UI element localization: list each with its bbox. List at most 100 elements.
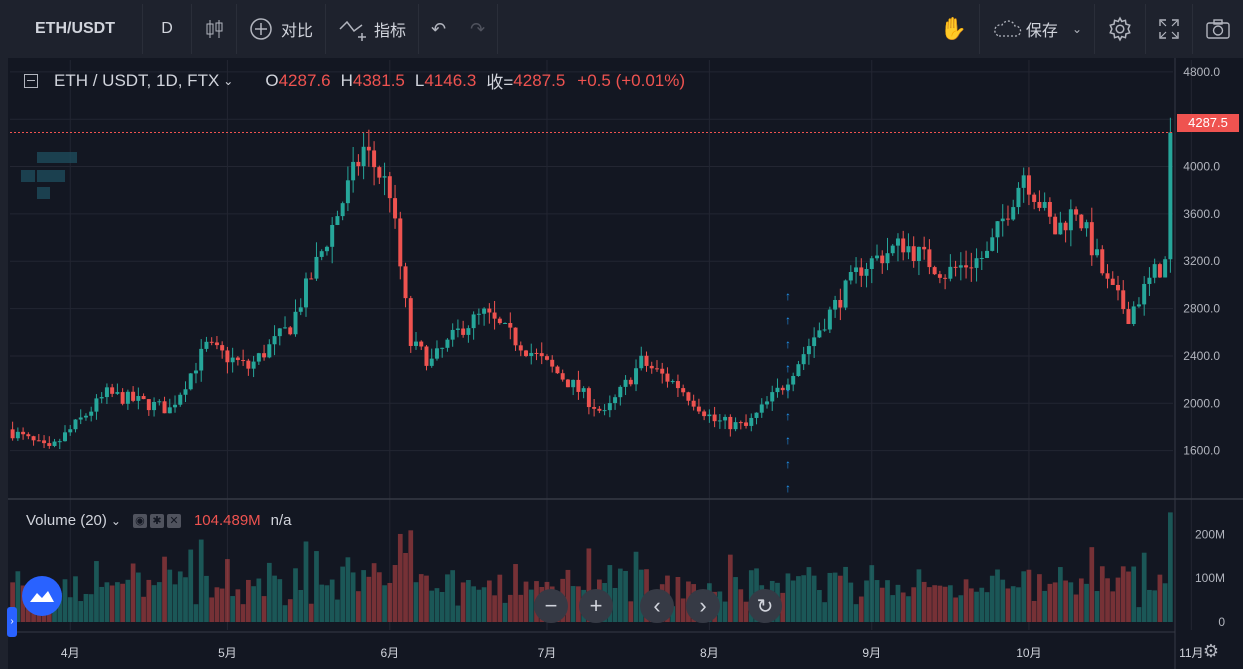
volume-bar (638, 569, 644, 622)
volume-bar (156, 582, 162, 622)
toolbar-separator (978, 4, 980, 54)
symbol-search-button[interactable]: ETH/USDT (35, 20, 115, 37)
redo-button[interactable]: ↷ (458, 0, 497, 58)
volume-bar (869, 565, 875, 622)
volume-label[interactable]: Volume (20) (26, 512, 107, 529)
reset-icon: ↻ (756, 595, 774, 618)
candle-body (848, 272, 853, 281)
candle-body (272, 336, 277, 345)
candle-body (513, 327, 518, 346)
volume-bar (1073, 594, 1079, 622)
volume-bar (99, 586, 105, 622)
volume-bar (1115, 577, 1121, 622)
volume-bar (73, 576, 78, 622)
volume-bar (733, 577, 738, 622)
volume-bar (10, 582, 15, 622)
chart-type-button[interactable] (192, 0, 236, 58)
volume-bar (392, 565, 398, 622)
axis-settings-button[interactable]: ⚙ (1198, 638, 1224, 664)
volume-bar (361, 570, 366, 622)
collapse-legend-icon[interactable] (24, 73, 38, 88)
candle-body (424, 346, 429, 366)
candle-body (1136, 304, 1141, 307)
candle-body (487, 308, 492, 313)
volume-bar (1084, 583, 1089, 622)
low-value: 4146.3 (424, 70, 477, 90)
volume-bar (780, 592, 786, 622)
candle-body (1005, 218, 1010, 220)
volume-bar (371, 563, 377, 622)
compare-button[interactable]: 对比 (237, 0, 325, 58)
volume-bar (1052, 582, 1058, 622)
volume-bar (177, 571, 183, 622)
gear-icon: ⚙ (1202, 640, 1220, 661)
candle-body (806, 346, 811, 355)
fullscreen-button[interactable] (1146, 0, 1192, 58)
zoom-out-button[interactable]: − (534, 589, 568, 623)
candle-body (303, 278, 308, 308)
scroll-left-button[interactable]: ‹ (640, 589, 674, 623)
candle-body (932, 267, 937, 275)
volume-bar (445, 574, 450, 622)
volume-bar (1089, 547, 1095, 622)
candle-body (524, 350, 529, 357)
candle-body (330, 224, 335, 247)
candle-body (927, 249, 932, 268)
candle-body (985, 250, 990, 258)
price-tick-label: 2800.0 (1183, 302, 1220, 316)
scroll-right-button[interactable]: › (686, 589, 720, 623)
candle-body (817, 330, 822, 338)
volume-bar (403, 552, 408, 622)
candle-body (518, 345, 523, 351)
up-arrow-marker: ↑ (785, 481, 791, 495)
volume-bar (633, 551, 639, 622)
candle-body (314, 256, 319, 279)
pan-button[interactable]: ✋ (928, 0, 979, 58)
series-title[interactable]: ETH / USDT, 1D, FTX (54, 70, 220, 90)
volume-bar (104, 582, 110, 622)
candle-body (948, 266, 953, 279)
undo-button[interactable]: ↶ (419, 0, 458, 58)
candle-body (628, 379, 633, 385)
volume-bar (1131, 566, 1137, 622)
volume-bar (837, 575, 843, 622)
candle-body (911, 246, 916, 261)
candle-body (251, 361, 256, 369)
tradingview-logo[interactable] (22, 576, 62, 616)
volume-bar (1063, 580, 1068, 622)
faded-marker (37, 152, 77, 163)
volume-bar (785, 573, 791, 622)
zoom-in-button[interactable]: + (579, 589, 613, 623)
volume-bar (141, 596, 146, 622)
chevron-right-icon: › (699, 593, 707, 618)
volume-bar (83, 593, 89, 622)
candle-body (366, 146, 371, 151)
candle-body (974, 258, 979, 268)
eye-icon[interactable]: ◉ (132, 513, 147, 528)
volume-bar (853, 604, 859, 622)
gear-icon[interactable]: ✱ (149, 513, 164, 528)
volume-bar (890, 595, 896, 622)
volume-bar (1042, 590, 1048, 622)
volume-bar (1147, 589, 1152, 622)
settings-button[interactable] (1095, 0, 1145, 58)
side-panel-toggle[interactable]: › (7, 607, 17, 637)
interval-button[interactable]: D (161, 20, 173, 37)
chevron-down-icon[interactable]: ⌄ (223, 73, 234, 88)
volume-bar (565, 569, 571, 622)
chevron-left-icon: ‹ (653, 593, 661, 618)
volume-bar (88, 594, 94, 622)
save-button[interactable]: 保存 ⌄ (980, 0, 1094, 58)
candle-body (1121, 290, 1126, 310)
screenshot-button[interactable] (1193, 0, 1243, 58)
reset-chart-button[interactable]: ↻ (748, 589, 782, 623)
candle-body (1105, 273, 1110, 279)
indicators-button[interactable]: 指标 (326, 0, 418, 58)
up-arrow-marker: ↑ (785, 409, 791, 423)
close-icon[interactable]: ✕ (166, 513, 181, 528)
volume-bar (502, 602, 508, 622)
candle-body (136, 396, 141, 401)
chevron-down-icon[interactable]: ⌄ (110, 513, 121, 528)
up-arrow-marker: ↑ (785, 313, 791, 327)
